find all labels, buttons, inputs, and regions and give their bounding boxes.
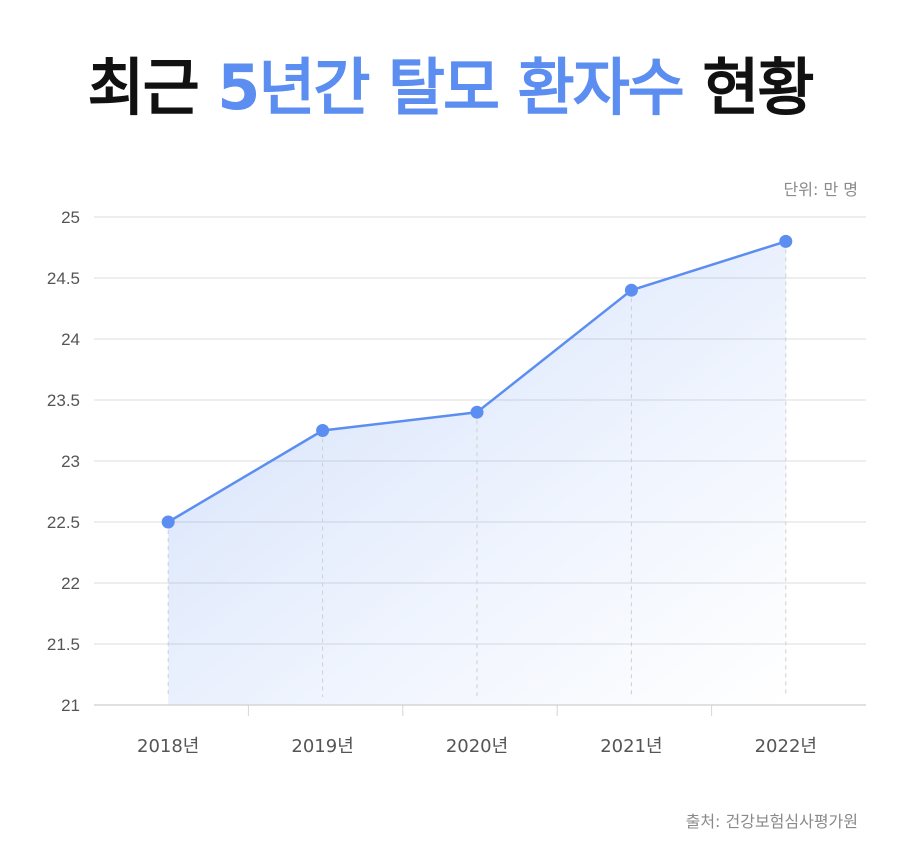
- y-tick-label: 22: [61, 574, 80, 593]
- area-fill: [168, 241, 786, 705]
- data-point-marker: [624, 283, 638, 297]
- title-part-highlight: 5년간 탈모 환자수: [217, 51, 685, 124]
- x-tick-label: 2020년: [446, 736, 508, 757]
- y-tick-label: 21.5: [47, 635, 80, 654]
- y-tick-label: 21: [61, 696, 80, 715]
- y-axis-ticks: 21 21.5 22 22.5 23 23.5 24 24.5 25: [47, 208, 80, 715]
- x-axis: 2018년 2019년 2020년 2021년 2022년: [94, 704, 866, 757]
- area-path: [168, 241, 786, 705]
- data-point-marker: [316, 424, 330, 437]
- x-tick-label: 2018년: [137, 736, 199, 757]
- unit-label: 단위: 만 명: [783, 180, 858, 199]
- x-tick-label: 2021년: [600, 736, 662, 757]
- data-point-marker: [779, 234, 793, 248]
- y-tick-label: 22.5: [47, 513, 80, 532]
- y-tick-label: 23: [61, 452, 80, 471]
- title-part-3: 현황: [682, 51, 814, 124]
- data-point-marker: [470, 405, 484, 419]
- x-tick-label: 2019년: [291, 736, 353, 757]
- data-point-marker: [161, 515, 175, 529]
- drop-lines: [167, 241, 787, 697]
- title-part-1: 최근: [87, 51, 218, 124]
- y-tick-label: 25: [61, 208, 80, 227]
- y-tick-label: 24: [61, 330, 80, 349]
- y-tick-label: 24.5: [47, 269, 80, 288]
- chart-title: 최근 5년간 탈모 환자수 현황: [0, 38, 900, 138]
- y-tick-label: 23.5: [47, 391, 80, 410]
- data-markers: [161, 234, 793, 529]
- x-tick-label: 2022년: [755, 736, 817, 757]
- source-label: 출처: 건강보험심사평가원: [685, 812, 858, 831]
